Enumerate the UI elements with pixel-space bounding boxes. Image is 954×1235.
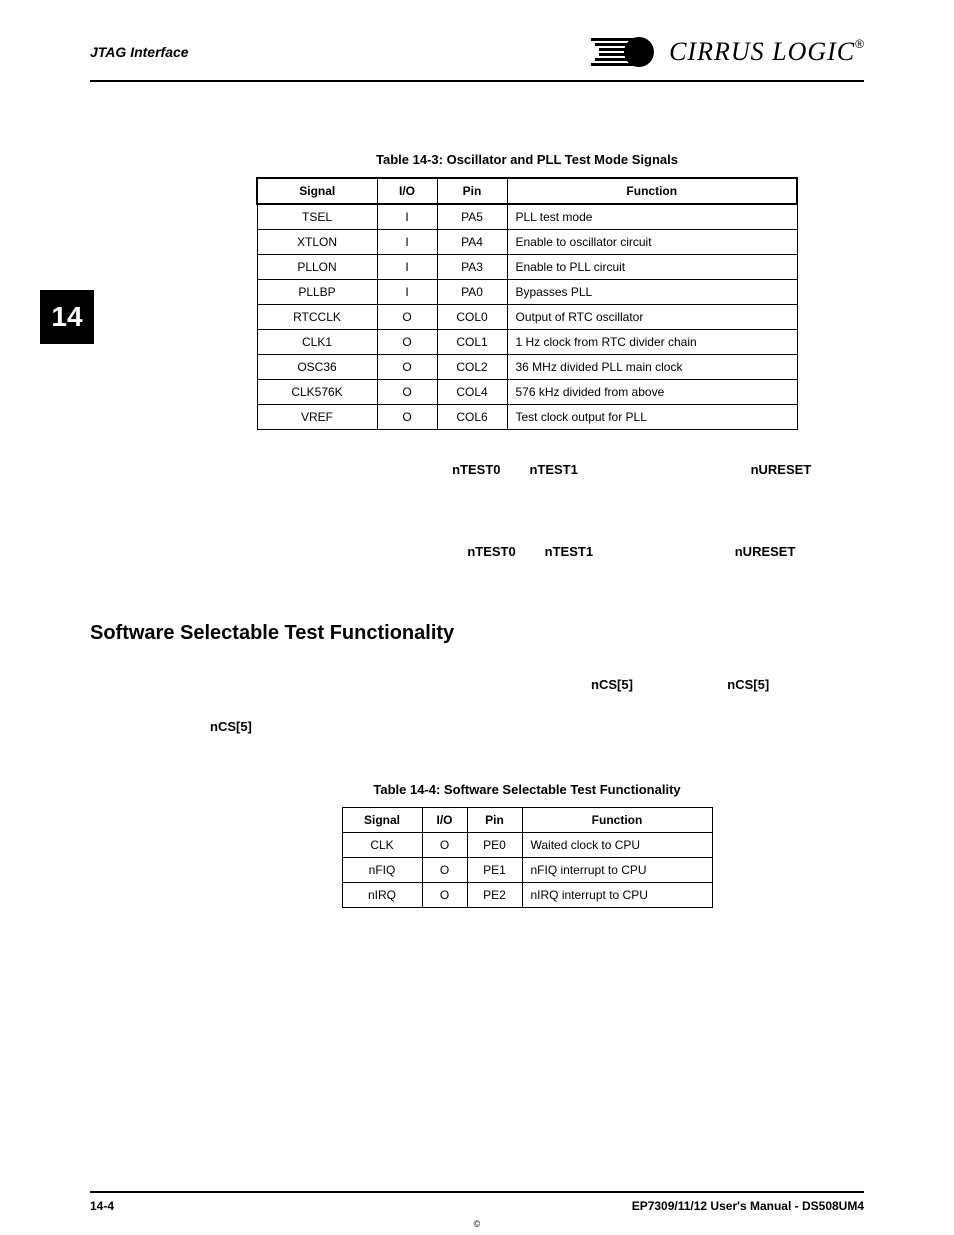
table-1-header: Function: [507, 178, 797, 204]
header-section-title: JTAG Interface: [90, 44, 189, 60]
table-1-header: Pin: [437, 178, 507, 204]
table-1-header: I/O: [377, 178, 437, 204]
table-row: CLKOPE0Waited clock to CPU: [342, 832, 712, 857]
table-row: OSC36OCOL236 MHz divided PLL main clock: [257, 355, 797, 380]
table-row: RTCCLKOCOL0Output of RTC oscillator: [257, 305, 797, 330]
paragraph-1: Hidden descriptive paragraph referencing…: [210, 460, 844, 502]
paragraph-2: Second hidden paragraph again referencin…: [210, 542, 844, 563]
chapter-number-tab: 14: [40, 290, 94, 344]
logo-text: CIRRUS LOGIC: [669, 37, 855, 67]
footer-page-number: 14-4: [90, 1199, 114, 1213]
signal-ntest0: nTEST0: [467, 544, 515, 559]
software-test-table: Signal I/O Pin Function CLKOPE0Waited cl…: [342, 807, 713, 908]
signal-ncs5: nCS[5]: [591, 677, 633, 692]
signal-ntest1: nTEST1: [545, 544, 593, 559]
page-header: JTAG Interface CIRRUS LOGIC ®: [90, 30, 864, 82]
signal-ntest0: nTEST0: [452, 462, 500, 477]
cirrus-logo-icon: [589, 30, 669, 74]
table-row: CLK576KOCOL4576 kHz divided from above: [257, 380, 797, 405]
footer-doc-id: EP7309/11/12 User's Manual - DS508UM4: [632, 1199, 864, 1213]
table-1-caption: Table 14-3: Oscillator and PLL Test Mode…: [210, 152, 844, 167]
signal-nureset: nURESET: [735, 544, 796, 559]
table-row: CLK1OCOL11 Hz clock from RTC divider cha…: [257, 330, 797, 355]
cirrus-logo: CIRRUS LOGIC ®: [589, 30, 864, 74]
table-row: XTLONIPA4Enable to oscillator circuit: [257, 230, 797, 255]
table-row: nFIQOPE1nFIQ interrupt to CPU: [342, 857, 712, 882]
table-row: PLLONIPA3Enable to PLL circuit: [257, 255, 797, 280]
table-row: nIRQOPE2nIRQ interrupt to CPU: [342, 882, 712, 907]
page-footer: 14-4 EP7309/11/12 User's Manual - DS508U…: [90, 1191, 864, 1213]
footer-copyright: ©: [0, 1219, 954, 1229]
table-2-caption: Table 14-4: Software Selectable Test Fun…: [210, 782, 844, 797]
oscillator-pll-table: Signal I/O Pin Function TSELIPA5PLL test…: [256, 177, 798, 430]
signal-ncs5: nCS[5]: [727, 677, 769, 692]
table-row: VREFOCOL6Test clock output for PLL: [257, 405, 797, 430]
table-row: PLLBPIPA0Bypasses PLL: [257, 280, 797, 305]
signal-ntest1: nTEST1: [529, 462, 577, 477]
table-2-header: Pin: [467, 807, 522, 832]
signal-nureset: nURESET: [751, 462, 812, 477]
section-heading: Software Selectable Test Functionality: [90, 622, 844, 645]
table-1-header: Signal: [257, 178, 377, 204]
paragraph-3: Paragraph that mentions chip select nCS[…: [210, 675, 844, 737]
table-2-header: Function: [522, 807, 712, 832]
table-row: TSELIPA5PLL test mode: [257, 204, 797, 230]
table-2-header: Signal: [342, 807, 422, 832]
signal-ncs5: nCS[5]: [210, 719, 252, 734]
logo-registered-icon: ®: [855, 37, 864, 51]
table-2-header: I/O: [422, 807, 467, 832]
